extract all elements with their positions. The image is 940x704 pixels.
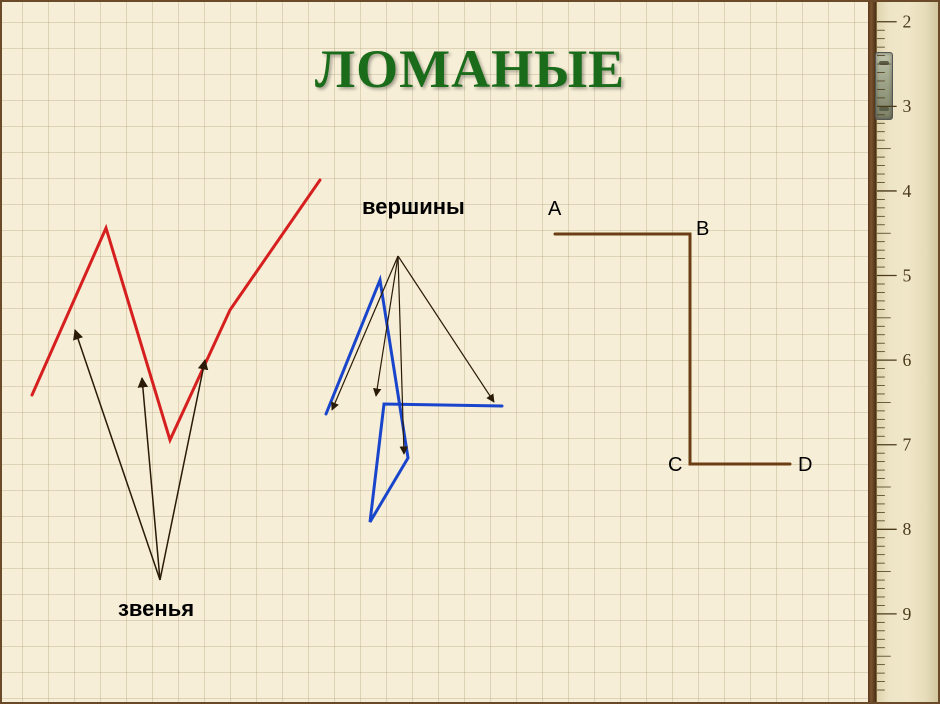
svg-text:9: 9 (903, 604, 912, 624)
point-label-A: A (548, 198, 561, 221)
point-label-D: D (798, 454, 812, 477)
ruler-body: 2 3 4 5 6 7 8 9 (876, 2, 938, 702)
svg-text:3: 3 (903, 96, 912, 116)
svg-text:4: 4 (903, 181, 912, 201)
svg-text:5: 5 (903, 265, 912, 285)
point-label-B: B (696, 218, 709, 241)
svg-text:2: 2 (903, 12, 912, 32)
label-vertices: вершины (362, 194, 465, 220)
page-title: ЛОМАНЫЕ (315, 38, 625, 100)
label-links: звенья (118, 596, 194, 622)
point-label-C: C (668, 454, 682, 477)
ruler: 2 3 4 5 6 7 8 9 (868, 2, 938, 702)
svg-text:7: 7 (903, 435, 912, 455)
ruler-ticks: 2 3 4 5 6 7 8 9 (877, 2, 938, 691)
svg-text:8: 8 (903, 519, 912, 539)
svg-text:6: 6 (903, 350, 912, 370)
